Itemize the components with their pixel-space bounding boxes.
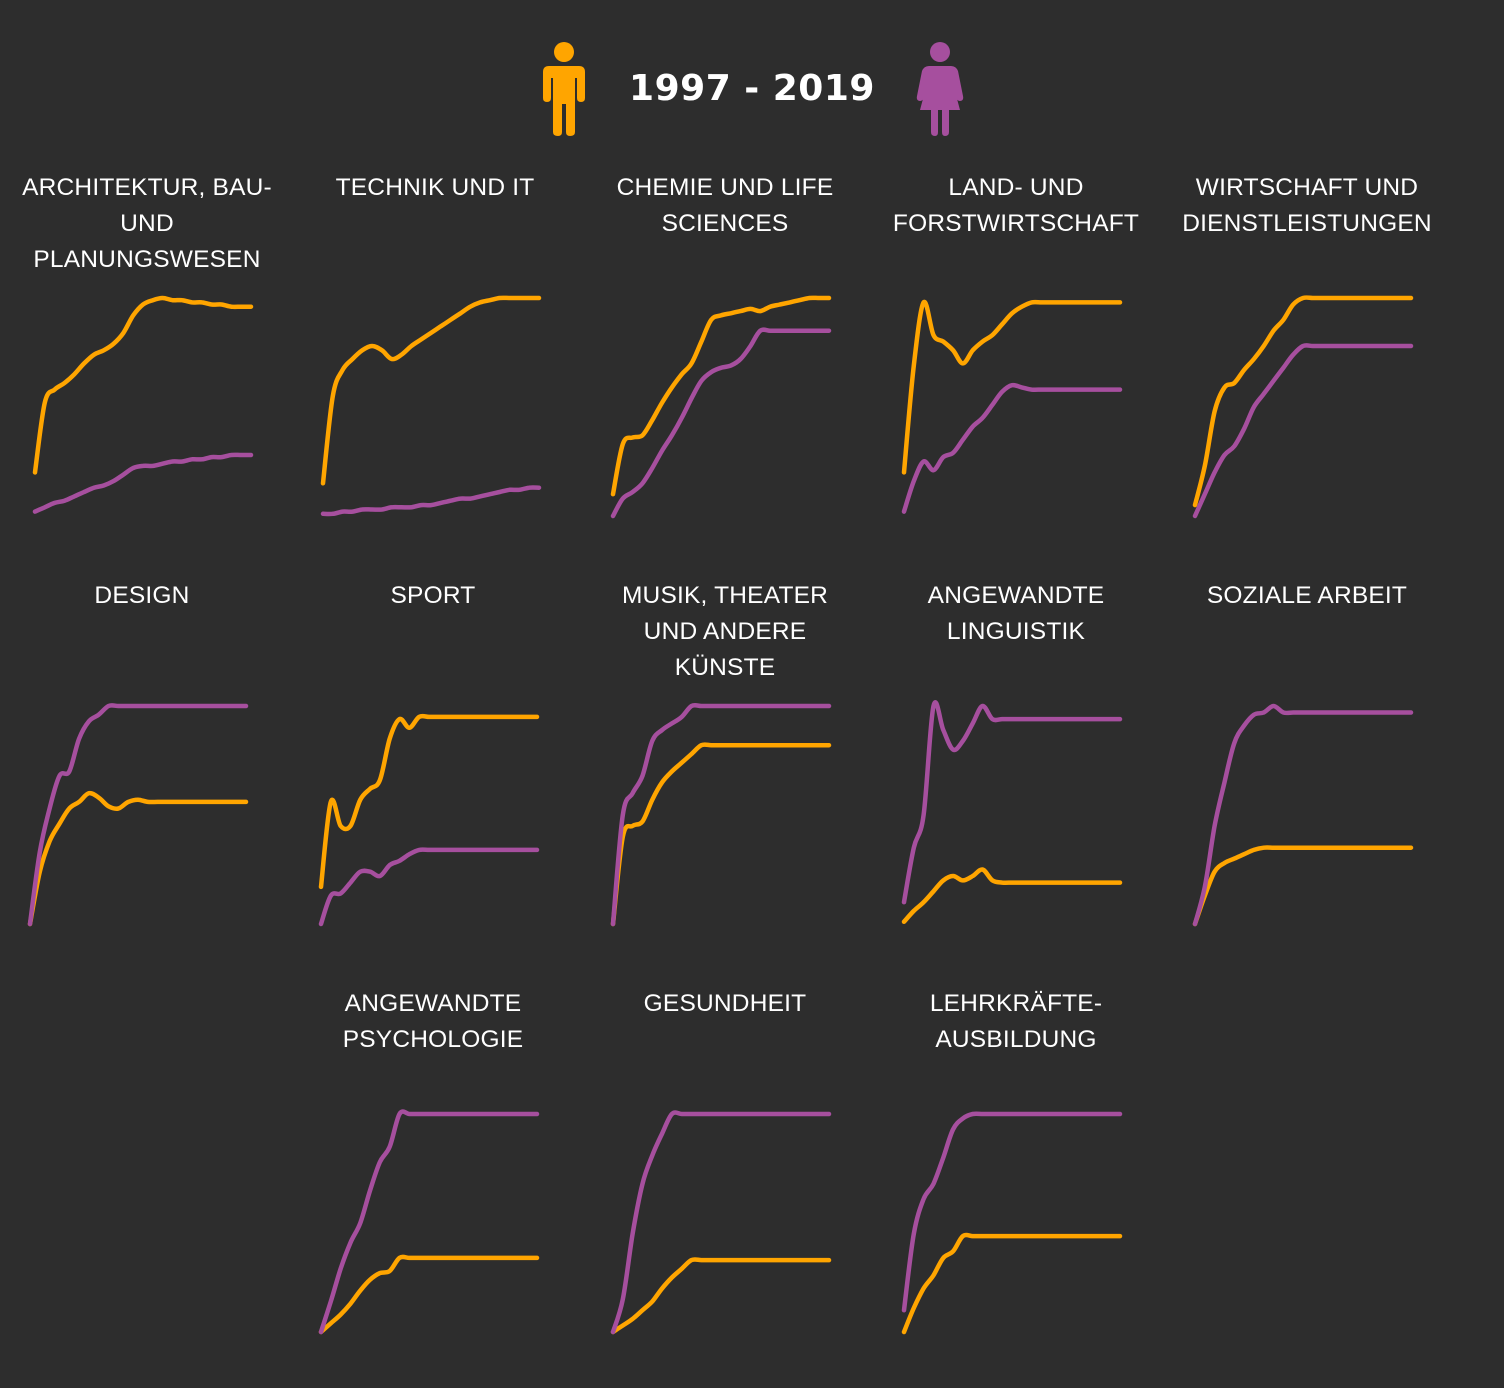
panel-8: ANGEWANDTE LINGUISTIK xyxy=(876,578,1156,934)
women-series-line xyxy=(32,452,254,514)
panel-7: MUSIK, THEATER UND ANDERE KÜNSTE xyxy=(585,578,865,934)
men-series-line xyxy=(1192,295,1414,508)
panel-chart xyxy=(901,1111,1123,1335)
panel-1: TECHNIK UND IT xyxy=(295,170,575,526)
panel-title: SOZIALE ARBEIT xyxy=(1206,582,1408,609)
women-series-line xyxy=(610,1110,832,1335)
woman-icon xyxy=(916,42,964,136)
women-series-line xyxy=(1192,703,1414,927)
panel-chart xyxy=(318,1109,540,1335)
panel-0: ARCHITEKTUR, BAU- UND PLANUNGSWESEN xyxy=(7,170,287,526)
panel-title: LAND- UND FORSTWIRTSCHAFT xyxy=(892,174,1140,237)
panel-chart xyxy=(610,1110,832,1335)
men-series-line xyxy=(610,742,832,927)
men-series-line xyxy=(320,295,542,486)
women-series-line xyxy=(901,700,1123,905)
panel-title: SPORT xyxy=(390,582,476,609)
women-series-line xyxy=(901,382,1123,514)
panel-3: LAND- UND FORSTWIRTSCHAFT xyxy=(876,170,1156,526)
panel-chart xyxy=(320,295,542,517)
panel-title: MUSIK, THEATER UND ANDERE KÜNSTE xyxy=(621,582,829,681)
panel-chart xyxy=(27,703,249,927)
men-series-line xyxy=(27,790,249,927)
men-series-line xyxy=(318,713,540,890)
men-series-line xyxy=(901,867,1123,925)
panel-chart xyxy=(610,702,832,927)
women-series-line xyxy=(27,703,249,927)
women-series-line xyxy=(318,1109,540,1335)
panel-title: GESUNDHEIT xyxy=(643,990,807,1017)
period-label: 1997 - 2019 xyxy=(629,67,875,109)
chart-header: 1997 - 2019 xyxy=(0,38,1504,138)
women-series-line xyxy=(1192,343,1414,519)
men-series-line xyxy=(901,1232,1123,1335)
men-series-line xyxy=(318,1254,540,1335)
panel-10: ANGEWANDTE PSYCHOLOGIE xyxy=(293,986,573,1342)
men-series-line xyxy=(901,299,1123,475)
panel-title: CHEMIE UND LIFE SCIENCES xyxy=(616,174,834,237)
women-series-line xyxy=(901,1111,1123,1313)
panel-title: LEHRKRÄFTE-AUSBILDUNG xyxy=(929,990,1103,1053)
panel-title: ARCHITEKTUR, BAU- UND PLANUNGSWESEN xyxy=(22,174,272,273)
women-series-line xyxy=(320,485,542,517)
men-series-line xyxy=(610,1257,832,1335)
women-series-line xyxy=(610,702,832,927)
panel-5: DESIGN xyxy=(2,578,282,934)
panel-chart xyxy=(32,295,254,514)
men-series-line xyxy=(32,295,254,475)
panel-chart xyxy=(610,295,832,519)
panel-chart xyxy=(1192,295,1414,519)
panel-chart xyxy=(901,700,1123,925)
men-series-line xyxy=(1192,845,1414,927)
panel-chart xyxy=(901,299,1123,514)
panel-title: ANGEWANDTE PSYCHOLOGIE xyxy=(342,990,524,1053)
panel-chart xyxy=(318,713,540,927)
panel-12: LEHRKRÄFTE-AUSBILDUNG xyxy=(876,986,1156,1342)
women-series-line xyxy=(318,847,540,927)
panel-9: SOZIALE ARBEIT xyxy=(1167,578,1447,934)
panel-title: ANGEWANDTE LINGUISTIK xyxy=(927,582,1105,645)
panel-chart xyxy=(1192,703,1414,927)
women-series-line xyxy=(610,327,832,519)
panel-title: TECHNIK UND IT xyxy=(335,174,535,201)
panel-2: CHEMIE UND LIFE SCIENCES xyxy=(585,170,865,526)
man-icon xyxy=(543,42,586,136)
panel-4: WIRTSCHAFT UND DIENSTLEISTUNGEN xyxy=(1167,170,1447,526)
men-series-line xyxy=(610,295,832,497)
panel-title: WIRTSCHAFT UND DIENSTLEISTUNGEN xyxy=(1182,174,1432,237)
panel-11: GESUNDHEIT xyxy=(585,986,865,1342)
panel-title: DESIGN xyxy=(94,582,190,609)
panel-6: SPORT xyxy=(293,578,573,934)
